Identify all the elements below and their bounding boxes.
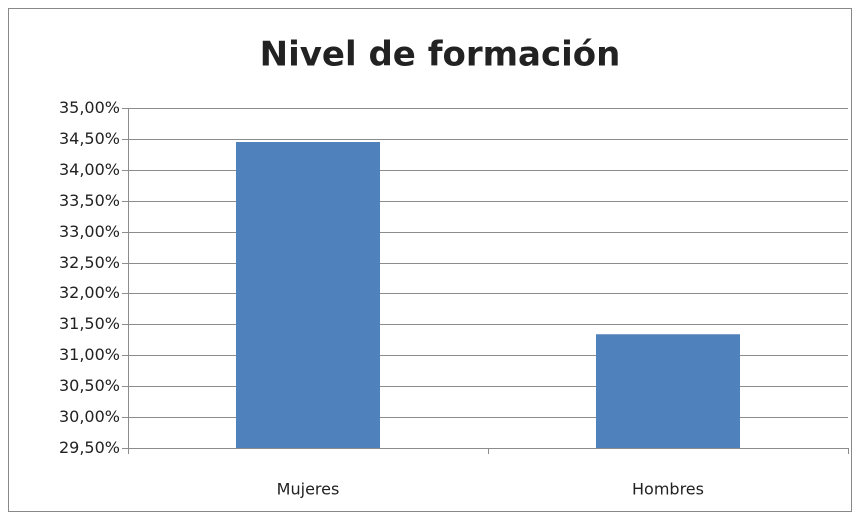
chart-title: Nivel de formación (260, 35, 621, 75)
y-tick-label: 31,00% (59, 345, 120, 364)
y-tick-label: 35,00% (59, 98, 120, 117)
y-tick-label: 32,00% (59, 283, 120, 302)
y-tick-label: 34,50% (59, 129, 120, 148)
y-tick-label: 31,50% (59, 314, 120, 333)
y-tick-label: 32,50% (59, 253, 120, 272)
y-tick-label: 33,50% (59, 191, 120, 210)
y-tick-label: 30,50% (59, 376, 120, 395)
x-tick-label: Mujeres (277, 480, 340, 499)
bar (596, 334, 740, 448)
y-tick-label: 34,00% (59, 160, 120, 179)
bar (236, 142, 380, 448)
x-tick-label: Hombres (632, 480, 704, 499)
y-tick-label: 33,00% (59, 222, 120, 241)
y-tick-label: 29,50% (59, 438, 120, 457)
y-tick-label: 30,00% (59, 407, 120, 426)
